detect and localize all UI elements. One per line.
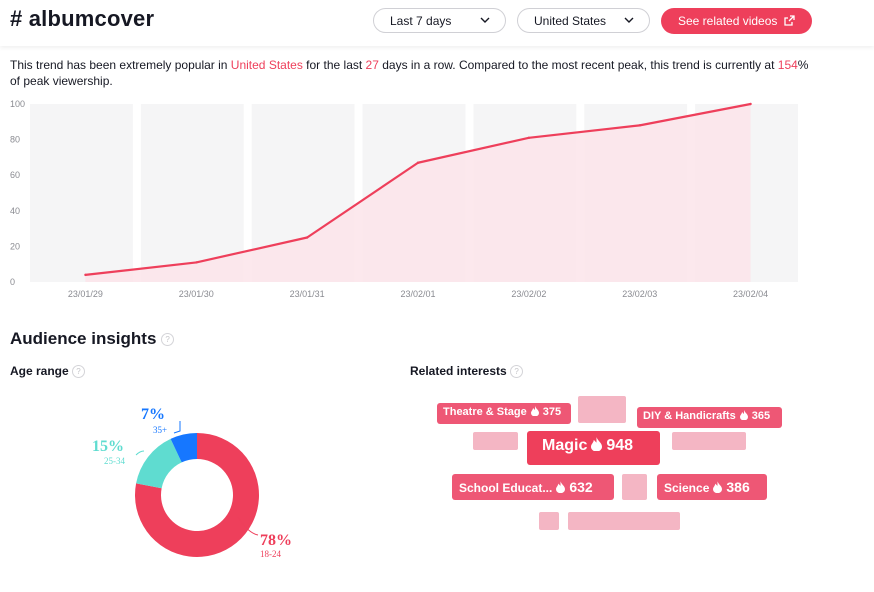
help-icon[interactable]: ?: [72, 365, 86, 379]
interest-label: School Educat...: [459, 481, 553, 495]
interest-tag-science[interactable]: Science 386: [657, 474, 767, 500]
period-dropdown-label: Last 7 days: [390, 14, 452, 28]
age-percent-25-34: 15%: [92, 438, 124, 455]
trend-text-part: for the last: [302, 58, 366, 72]
chart-data-point: [527, 136, 531, 140]
trend-percent: 154: [777, 58, 798, 72]
interest-tag-theatre-stage[interactable]: Theatre & Stage 375: [437, 403, 571, 424]
interest-tag-diy-handicrafts[interactable]: DIY & Handicrafts 365: [637, 407, 782, 428]
interest-score: 375: [542, 406, 562, 418]
y-tick-label: 40: [10, 206, 20, 216]
age-range-label: Age range: [10, 364, 69, 378]
audience-insights-label: Audience insights: [10, 329, 157, 348]
hashtag-title: # albumcover: [10, 6, 155, 31]
y-tick-label: 0: [10, 277, 15, 287]
interest-score: 386: [726, 479, 750, 495]
x-tick-label: 23/01/31: [290, 289, 325, 299]
country-dropdown-label: United States: [534, 14, 607, 28]
interest-label: Science: [664, 481, 710, 495]
flame-icon: [739, 410, 748, 420]
x-tick-label: 23/01/30: [179, 289, 214, 299]
see-related-videos-label: See related videos: [678, 14, 778, 28]
chart-data-point: [749, 102, 752, 106]
donut-segment-35-plus: [170, 433, 197, 463]
interest-label: Magic: [542, 437, 588, 454]
donut-segment-18-24: [135, 433, 259, 557]
interest-placeholder: [473, 432, 518, 450]
flame-icon: [530, 406, 539, 416]
chart-band: [140, 104, 244, 282]
chevron-down-icon: [480, 17, 490, 23]
leader-line: [135, 450, 145, 456]
trend-text-part: % of peak viewership.: [10, 58, 809, 88]
y-tick-label: 60: [10, 170, 20, 180]
y-tick-label: 80: [10, 135, 20, 145]
flame-icon: [713, 481, 723, 493]
period-dropdown[interactable]: Last 7 days: [373, 8, 506, 33]
see-related-videos-button[interactable]: See related videos: [661, 8, 812, 34]
chart-band: [30, 104, 133, 282]
x-tick-label: 23/02/03: [622, 289, 657, 299]
age-range-35-plus: 35+: [153, 425, 167, 435]
interest-tag-school-education[interactable]: School Educat... 632: [452, 474, 614, 500]
interest-score: 365: [751, 410, 771, 422]
chevron-down-icon: [624, 17, 634, 23]
age-percent-18-24: 78%: [260, 532, 292, 549]
trend-country: United States: [230, 58, 303, 72]
flame-icon: [591, 437, 603, 451]
trend-days: 27: [365, 58, 379, 72]
age-percent-35-plus: 7%: [141, 406, 165, 423]
audience-insights-title: Audience insights ?: [10, 329, 175, 349]
interest-placeholder: [622, 474, 647, 500]
trend-text-part: days in a row. Compared to the most rece…: [378, 58, 778, 72]
y-tick-label: 100: [10, 99, 25, 109]
interest-placeholder: [578, 396, 626, 423]
y-tick-label: 20: [10, 241, 20, 251]
flame-icon: [556, 481, 566, 493]
interest-placeholder: [672, 432, 746, 450]
help-icon[interactable]: ?: [510, 365, 524, 379]
related-interests-label: Related interests: [410, 364, 507, 378]
interest-score: 632: [569, 479, 593, 495]
age-range-25-34: 25-34: [104, 456, 125, 466]
chart-data-point: [416, 161, 420, 164]
trend-text-part: This trend has been extremely popular in: [10, 58, 231, 72]
chart-data-point: [84, 273, 87, 277]
age-range-18-24: 18-24: [260, 549, 281, 559]
trend-summary: This trend has been extremely popular in…: [10, 57, 810, 89]
x-tick-label: 23/02/04: [733, 289, 768, 299]
country-dropdown[interactable]: United States: [517, 8, 650, 33]
leader-line: [237, 516, 259, 536]
interest-placeholder: [568, 512, 680, 530]
interest-label: DIY & Handicrafts: [643, 410, 736, 422]
x-tick-label: 23/02/01: [400, 289, 435, 299]
age-donut-chart: 78% 18-24 15% 25-34 7% 35+: [92, 406, 292, 559]
donut-segment-25-34: [136, 438, 182, 489]
external-link-icon: [784, 15, 795, 26]
leader-line: [173, 421, 181, 434]
related-interests-title: Related interests ?: [410, 364, 524, 379]
chart-data-point: [195, 261, 198, 264]
help-icon[interactable]: ?: [161, 333, 175, 347]
interest-placeholder: [539, 512, 559, 530]
interest-score: 948: [606, 437, 634, 454]
chart-data-point: [305, 236, 309, 239]
age-range-title: Age range ?: [10, 364, 86, 379]
header-bar: # albumcover Last 7 days United States S…: [0, 0, 874, 46]
chart-data-point: [638, 124, 641, 127]
chart-area-fill: [85, 104, 751, 282]
interest-tag-magic[interactable]: Magic 948: [527, 431, 660, 465]
x-tick-label: 23/01/29: [68, 289, 103, 299]
trend-chart: 0 20 40 60 80 100 23/01/29 23/01/30 23/01/31 23/0…: [10, 99, 798, 299]
x-tick-label: 23/02/02: [511, 289, 546, 299]
interest-label: Theatre & Stage: [443, 406, 527, 418]
